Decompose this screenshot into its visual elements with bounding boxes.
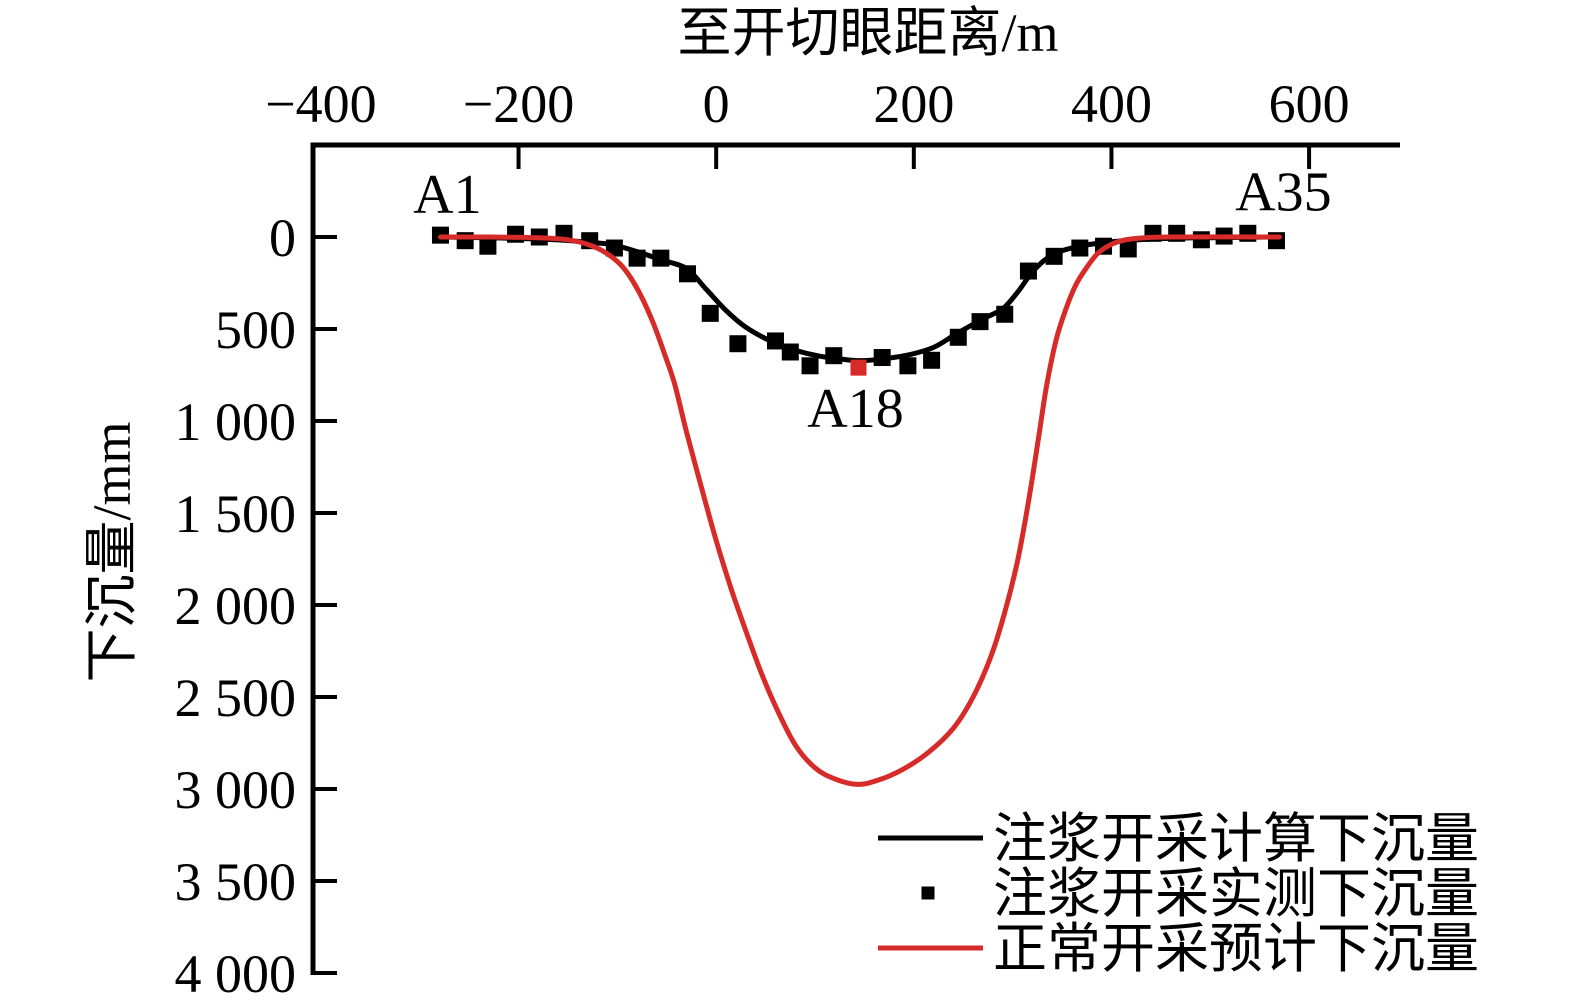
annotation-a35: A35: [1235, 161, 1331, 223]
legend-label: 注浆开采实测下沉量: [993, 864, 1479, 924]
x-tick-label: −400: [265, 74, 376, 134]
measured-point: [873, 349, 891, 367]
legend-row: 注浆开采实测下沉量: [921, 864, 1479, 924]
measured-point: [801, 357, 819, 375]
x-tick-label: 400: [1071, 74, 1152, 134]
measured-point-a18: [850, 359, 867, 376]
measured-point: [781, 343, 799, 361]
measured-point: [479, 237, 497, 255]
legend-row: 正常开采预计下沉量: [878, 919, 1479, 979]
legend-row: 注浆开采计算下沉量: [878, 809, 1479, 869]
x-axis-title: 至开切眼距离/m: [677, 3, 1059, 63]
annotations: A1 A35 A18: [413, 161, 1331, 440]
y-tick-label: 3 500: [175, 852, 297, 912]
measured-point: [605, 239, 623, 257]
measured-point: [652, 249, 670, 267]
measured-point: [701, 304, 719, 322]
y-tick-label: 0: [269, 208, 296, 268]
x-axis-ticks: [516, 147, 1312, 169]
y-axis-tick-labels: 0 500 1 000 1 500 2 000 2 500 3 000 3 500 4 000: [175, 208, 297, 1004]
measured-point: [825, 347, 843, 365]
measured-point: [949, 328, 967, 346]
axis-frame: [310, 142, 1400, 975]
x-tick-label: −200: [463, 74, 574, 134]
legend-label: 注浆开采计算下沉量: [993, 809, 1479, 869]
series-predicted-line: [438, 234, 1282, 787]
y-tick-label: 2 000: [175, 576, 297, 636]
y-tick-label: 4 000: [175, 944, 297, 1004]
series-calculated-line: [438, 234, 1282, 364]
x-tick-label: 200: [873, 74, 954, 134]
y-tick-label: 1 000: [175, 392, 297, 452]
measured-point: [1019, 262, 1037, 280]
measured-point: [628, 249, 646, 267]
measured-point: [923, 351, 941, 369]
y-tick-label: 1 500: [175, 484, 297, 544]
legend-label: 正常开采预计下沉量: [993, 919, 1479, 979]
x-axis-tick-labels: −400 −200 0 200 400 600: [265, 74, 1349, 134]
series-measured-points: [431, 224, 1285, 375]
y-tick-label: 3 000: [175, 760, 297, 820]
measured-point: [766, 332, 784, 350]
y-axis-ticks: [315, 235, 337, 975]
measured-point: [679, 265, 697, 283]
y-tick-label: 500: [215, 300, 296, 360]
annotation-a1: A1: [413, 164, 481, 226]
annotation-a18: A18: [807, 378, 903, 440]
measured-point: [996, 305, 1014, 323]
measured-point: [1045, 247, 1063, 265]
measured-point: [1119, 240, 1137, 258]
measured-point: [971, 313, 989, 331]
measured-point: [1192, 231, 1210, 249]
measured-point: [507, 225, 525, 243]
y-tick-label: 2 500: [175, 668, 297, 728]
x-tick-label: 0: [703, 74, 730, 134]
measured-point: [729, 335, 747, 353]
x-tick-label: 600: [1269, 74, 1350, 134]
measured-point: [899, 357, 917, 375]
legend-marker-symbol: [921, 886, 935, 900]
measured-point: [1071, 239, 1089, 257]
